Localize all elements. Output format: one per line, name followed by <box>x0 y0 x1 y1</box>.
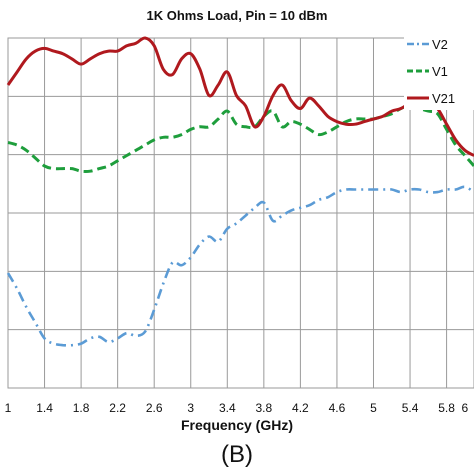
series-line-v1 <box>7 104 474 173</box>
x-tick-label: 6 <box>462 401 469 415</box>
chart-title: 1K Ohms Load, Pin = 10 dBm <box>147 8 328 23</box>
panel-label: (B) <box>221 441 253 468</box>
x-tick-label: 1.8 <box>73 401 90 415</box>
x-tick-label: 2.6 <box>146 401 163 415</box>
series-line-v2 <box>6 185 474 347</box>
x-tick-label: 3.4 <box>219 401 236 415</box>
x-tick-label: 3 <box>187 401 194 415</box>
series-line-v21 <box>6 36 474 157</box>
x-tick-label: 5 <box>370 401 377 415</box>
legend: V2 V1 V21 <box>404 34 474 110</box>
x-tick-label: 2.2 <box>109 401 126 415</box>
x-axis-label: Frequency (GHz) <box>181 417 293 433</box>
x-tick-label: 4.6 <box>329 401 346 415</box>
legend-label-v21: V21 <box>432 91 455 106</box>
x-tick-labels: 1 1.4 1.8 2.2 2.6 3 3.4 3.8 4.2 4.6 5 5.4 5.8 6 <box>5 401 469 415</box>
x-tick-label: 3.8 <box>255 401 272 415</box>
legend-label-v2: V2 <box>432 37 448 52</box>
series-group <box>6 36 474 347</box>
x-tick-label: 4.2 <box>292 401 309 415</box>
x-tick-label: 1.4 <box>36 401 53 415</box>
x-tick-label: 1 <box>5 401 12 415</box>
legend-label-v1: V1 <box>432 64 448 79</box>
x-tick-label: 5.4 <box>402 401 419 415</box>
x-tick-label: 5.8 <box>438 401 455 415</box>
